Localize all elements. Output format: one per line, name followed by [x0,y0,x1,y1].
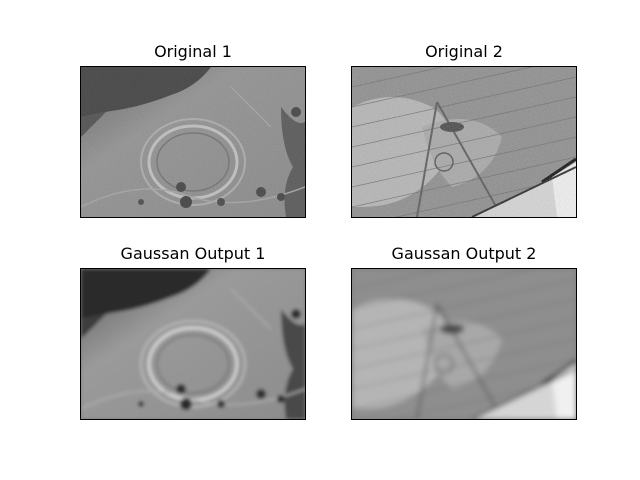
aerial-photo-crop-marks-2 [352,67,576,217]
panel-title-original-2: Original 2 [425,42,503,61]
blurred-photo-crop-marks-2 [352,269,576,419]
image-original-2 [351,66,577,218]
image-original-1 [80,66,306,218]
panel-title-original-1: Original 1 [154,42,232,61]
panel-title-gaussian-output-2: Gaussan Output 2 [391,244,537,263]
panel-title-gaussian-output-1: Gaussan Output 1 [120,244,266,263]
aerial-photo-field-rings-1 [81,67,305,217]
image-gaussian-output-2 [351,268,577,420]
image-gaussian-output-1 [80,268,306,420]
blurred-photo-field-rings-1 [81,269,305,419]
